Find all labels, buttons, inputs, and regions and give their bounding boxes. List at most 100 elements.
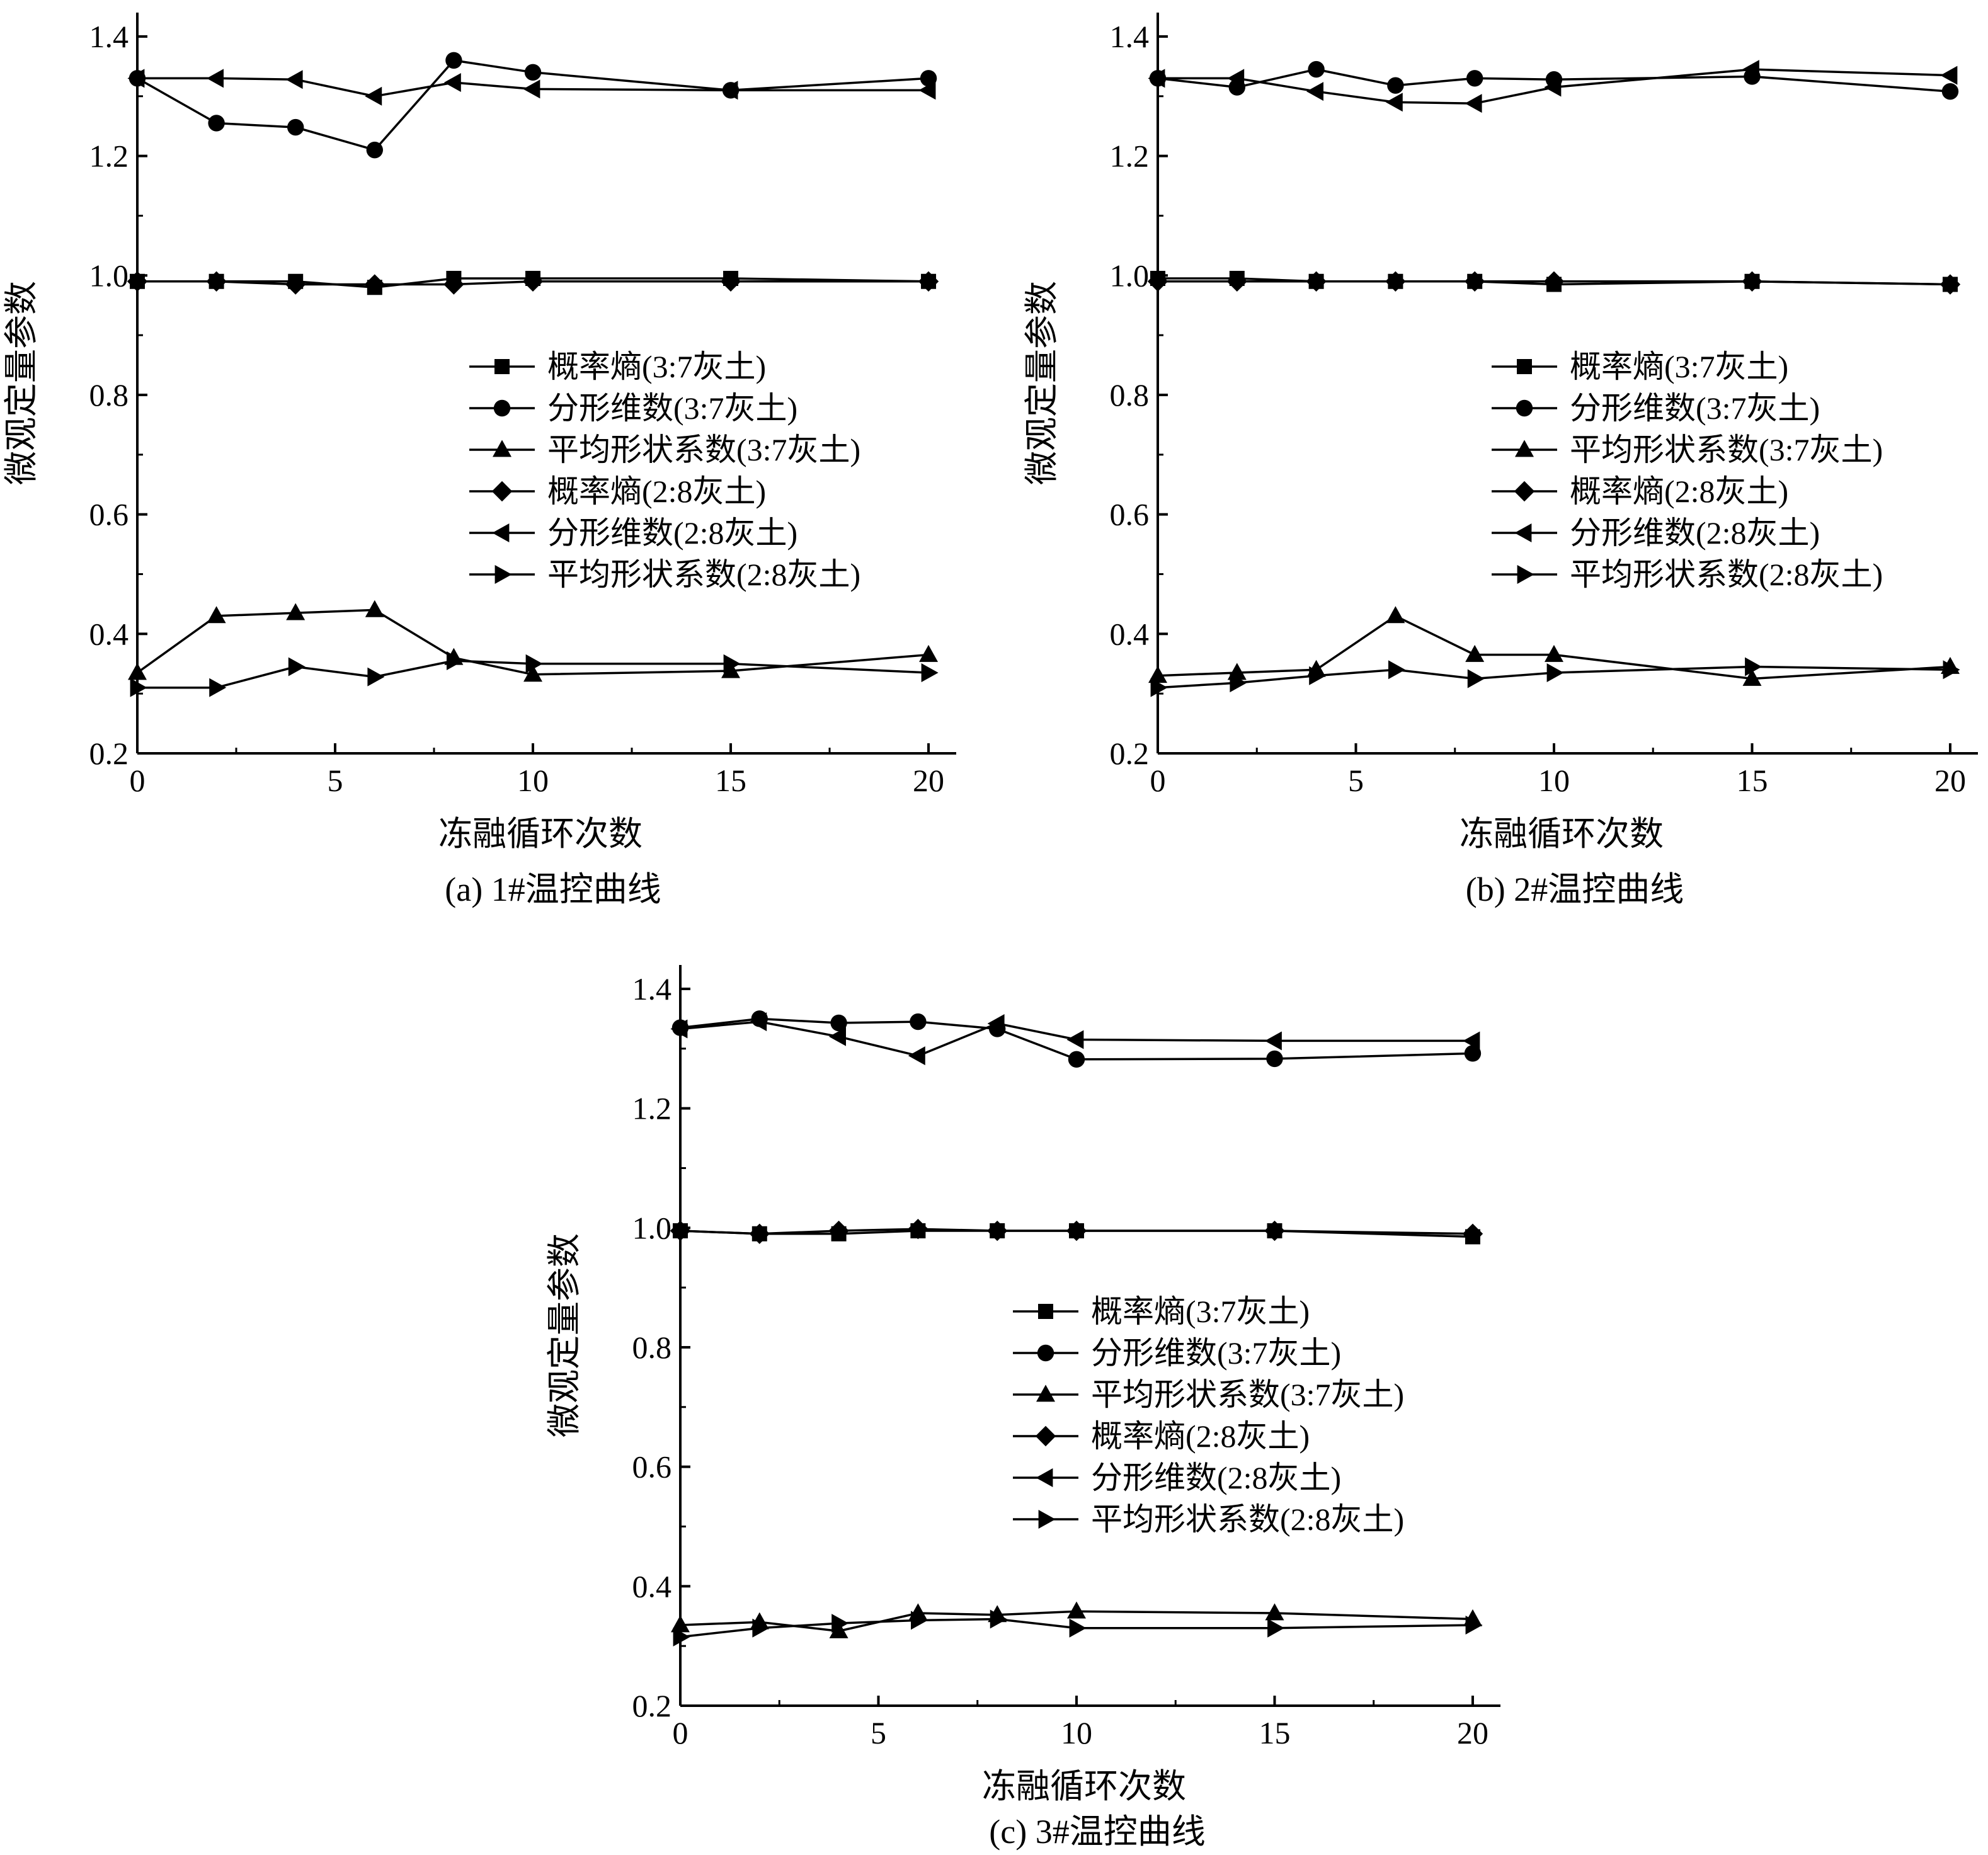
legend-label: 概率熵(3:7灰土) [547, 349, 766, 384]
data-point [1230, 673, 1247, 693]
legend-label: 平均形状系数(3:7灰土) [1570, 432, 1883, 467]
y-tick-label: 1.0 [632, 1210, 672, 1245]
series-line [680, 1020, 1473, 1057]
legend: 概率熵(3:7灰土) 分形维数(3:7灰土) 平均形状系数(3:7灰土) 概率熵(2:… [1492, 349, 1883, 592]
y-tick-label: 0.8 [1110, 377, 1150, 413]
x-tick-label: 5 [871, 1715, 886, 1750]
data-point [1265, 1603, 1284, 1621]
data-point [1467, 669, 1485, 688]
data-point [209, 678, 227, 697]
legend-marker [1516, 399, 1533, 417]
series-line [680, 1618, 1473, 1638]
legend-label: 分形维数(2:8灰土) [1091, 1460, 1341, 1495]
series-line [1157, 615, 1951, 680]
data-point [1543, 271, 1565, 292]
legend-entry: 分形维数(3:7灰土) [469, 391, 797, 426]
data-point [367, 667, 385, 687]
x-tick-label: 15 [1259, 1715, 1290, 1750]
legend-label: 概率熵(2:8灰土) [1570, 474, 1788, 509]
data-point [1385, 271, 1406, 292]
data-point [1148, 666, 1167, 683]
x-tick-label: 20 [1934, 763, 1966, 798]
series-triangle-up [128, 600, 939, 682]
data-point [1385, 93, 1403, 112]
legend-entry: 平均形状系数(3:7灰土) [1492, 432, 1883, 467]
legend-marker [1517, 565, 1534, 584]
data-point [525, 654, 543, 673]
data-point [443, 72, 461, 92]
data-point [1266, 1050, 1283, 1068]
y-tick-label: 0.4 [1110, 616, 1150, 651]
data-point [127, 69, 145, 88]
series-diamond [127, 271, 939, 295]
x-axis-title: 冻融循环次数 [1460, 815, 1664, 853]
data-point [1943, 660, 1960, 680]
data-point [720, 271, 741, 292]
legend-marker [492, 523, 510, 542]
series-line [680, 1610, 1473, 1633]
series-triangle-left [1148, 60, 1958, 113]
chart-panel-c: 0.2 0.4 0.6 0.8 1.0 1.2 1.4 0 5 10 15 20 冻融循环次数 微观定量参… [546, 965, 1500, 1851]
data-point [1463, 1031, 1480, 1051]
series-triangle-left [670, 1012, 1480, 1066]
data-point [443, 274, 464, 295]
data-point [990, 1609, 1007, 1629]
data-point [670, 1019, 688, 1039]
data-point [523, 665, 543, 682]
data-point [1267, 1618, 1285, 1638]
legend-entry: 概率熵(2:8灰土) [469, 474, 766, 509]
data-point [208, 115, 225, 132]
y-tick-label: 0.2 [1110, 736, 1150, 771]
y-axis-title: 微观定量参数 [546, 1233, 583, 1437]
series-triangle-left [127, 69, 936, 106]
data-point [1147, 271, 1168, 292]
legend-label: 平均形状系数(2:8灰土) [547, 557, 860, 592]
y-tick-label: 0.6 [632, 1449, 672, 1485]
legend-entry: 分形维数(3:7灰土) [1013, 1335, 1341, 1371]
data-point [285, 70, 303, 89]
data-point [723, 654, 741, 673]
legend-entry: 分形维数(3:7灰土) [1492, 391, 1820, 426]
x-tick-label: 10 [517, 763, 549, 798]
y-tick-label: 1.2 [632, 1091, 672, 1126]
data-point [671, 1615, 690, 1633]
series-circle [129, 52, 937, 159]
legend-marker [494, 359, 510, 374]
data-point [828, 1220, 849, 1241]
y-tick-label: 0.8 [89, 377, 129, 413]
y-tick-label: 1.0 [1110, 258, 1150, 293]
data-point [670, 1220, 691, 1241]
x-axis-title: 冻融循环次数 [982, 1767, 1186, 1805]
legend-label: 分形维数(3:7灰土) [1570, 391, 1820, 426]
series-triangle-right [130, 651, 939, 697]
data-point [1148, 69, 1165, 88]
data-point [365, 600, 384, 617]
legend-marker [491, 481, 513, 502]
data-point [1226, 271, 1247, 292]
data-point [910, 1013, 927, 1030]
y-tick-label: 1.4 [632, 971, 672, 1007]
legend-label: 平均形状系数(3:7灰土) [1091, 1377, 1404, 1412]
data-point [1465, 644, 1485, 662]
series-line [1157, 68, 1951, 93]
data-point [1306, 271, 1327, 292]
x-tick-label: 20 [1457, 1715, 1488, 1750]
chart-caption: (a) 1#温控曲线 [445, 870, 661, 908]
y-tick-label: 0.6 [89, 497, 129, 532]
data-point [1546, 663, 1564, 682]
data-point [288, 657, 306, 676]
data-point [1386, 606, 1405, 624]
data-point [918, 81, 936, 100]
data-point [721, 661, 741, 678]
chart-panel-b: 0.2 0.4 0.6 0.8 1.0 1.2 1.4 0 5 10 15 20 冻融循环次数 微观定量参… [1023, 13, 1978, 908]
chart-caption: (c) 3#温控曲线 [989, 1813, 1205, 1851]
legend-marker [493, 440, 511, 457]
data-point [830, 1014, 847, 1032]
data-point [673, 1627, 690, 1647]
series-line [137, 280, 928, 286]
legend-marker [1035, 1425, 1056, 1447]
series-line [137, 77, 928, 98]
data-point [1066, 1030, 1084, 1049]
legend-marker [1036, 1384, 1055, 1402]
legend-label: 概率熵(3:7灰土) [1091, 1294, 1310, 1329]
